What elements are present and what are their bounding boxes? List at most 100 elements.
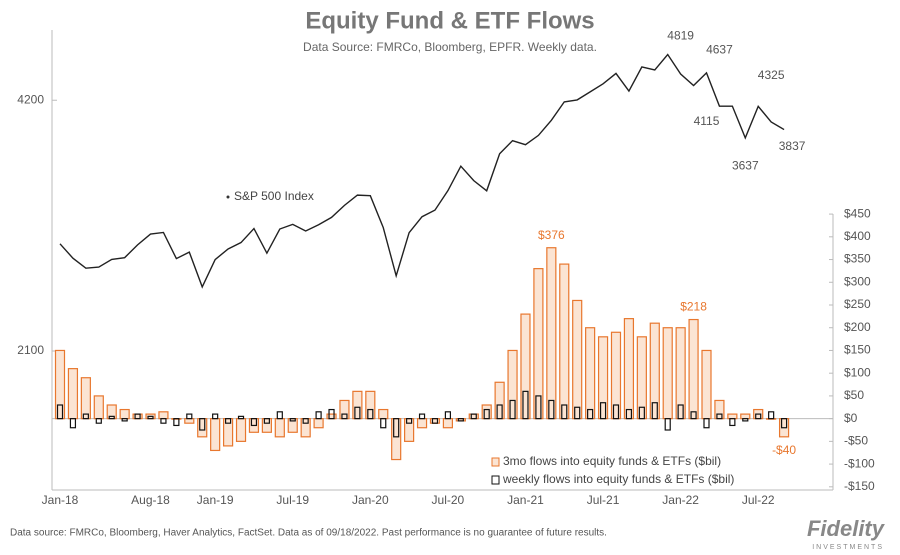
bar bbox=[742, 418, 749, 422]
bar bbox=[507, 349, 518, 420]
bar bbox=[649, 322, 660, 420]
bar bbox=[67, 368, 79, 420]
bar bbox=[768, 411, 775, 420]
bar bbox=[250, 418, 258, 427]
bar bbox=[572, 299, 583, 420]
logo: Fidelity bbox=[807, 516, 886, 541]
footnote: Data source: FMRCo, Bloomberg, Haver Ana… bbox=[10, 528, 607, 539]
legend-marker bbox=[491, 457, 500, 467]
bar bbox=[147, 415, 154, 420]
bar bbox=[352, 390, 363, 420]
bar bbox=[610, 331, 622, 420]
bar bbox=[313, 418, 324, 429]
annotation: 3837 bbox=[779, 139, 806, 153]
bar bbox=[354, 406, 361, 420]
bar bbox=[468, 413, 479, 420]
bar bbox=[276, 411, 283, 420]
x-tick-label: Jan-20 bbox=[352, 493, 389, 507]
bar bbox=[755, 413, 762, 420]
bar bbox=[587, 408, 594, 420]
y-tick-label: 4200 bbox=[17, 92, 44, 106]
y2-tick-label: $300 bbox=[844, 274, 871, 288]
y2-tick-label: $450 bbox=[844, 206, 871, 220]
legend-label: weekly flows into equity funds & ETFs ($… bbox=[502, 472, 734, 486]
logo-sub: INVESTMENTS bbox=[812, 544, 884, 551]
bar bbox=[444, 411, 451, 420]
bar bbox=[625, 408, 633, 420]
bar bbox=[636, 336, 647, 420]
bar bbox=[199, 418, 206, 431]
x-tick-label: Jan-21 bbox=[507, 493, 544, 507]
bar bbox=[406, 418, 413, 424]
y2-tick-label: $350 bbox=[844, 252, 871, 266]
bar bbox=[261, 418, 272, 433]
bar bbox=[662, 327, 673, 420]
bar bbox=[300, 418, 311, 438]
bar bbox=[326, 413, 337, 420]
bar bbox=[548, 399, 555, 420]
bar bbox=[509, 399, 516, 420]
bar bbox=[638, 406, 645, 420]
bar bbox=[483, 408, 490, 420]
bar bbox=[186, 413, 193, 420]
bar bbox=[224, 418, 232, 424]
y2-tick-label: $50 bbox=[844, 388, 864, 402]
bar bbox=[546, 247, 557, 420]
bar bbox=[54, 349, 66, 420]
y2-tick-label: $200 bbox=[844, 320, 871, 334]
x-tick-label: Jan-22 bbox=[662, 493, 699, 507]
bar bbox=[339, 399, 350, 420]
y2-tick-label: -$50 bbox=[844, 434, 868, 448]
y2-tick-label: -$100 bbox=[844, 456, 875, 470]
bar bbox=[160, 418, 167, 424]
bar bbox=[716, 413, 723, 420]
bar bbox=[599, 402, 607, 420]
y2-tick-label: $400 bbox=[844, 229, 871, 243]
bar bbox=[574, 406, 581, 420]
annotation: 4325 bbox=[758, 68, 785, 82]
bar bbox=[315, 411, 322, 420]
bar bbox=[80, 377, 91, 420]
legend-marker bbox=[491, 475, 500, 485]
bar bbox=[210, 418, 221, 452]
bar bbox=[134, 413, 141, 420]
bar bbox=[703, 418, 710, 429]
bar bbox=[393, 418, 400, 438]
bar bbox=[378, 408, 389, 420]
bar bbox=[729, 418, 736, 427]
bar bbox=[404, 418, 415, 442]
bar bbox=[391, 418, 402, 461]
annotation: 4115 bbox=[694, 114, 720, 128]
bar bbox=[651, 402, 658, 420]
chart-title: Equity Fund & ETF Flows bbox=[305, 7, 594, 34]
data-label: -$40 bbox=[772, 443, 796, 457]
bar bbox=[82, 413, 89, 420]
bar bbox=[302, 418, 309, 424]
bar bbox=[688, 318, 699, 420]
bar bbox=[274, 418, 285, 438]
bar bbox=[173, 418, 180, 427]
bar bbox=[535, 395, 542, 420]
bar bbox=[56, 404, 64, 420]
y2-tick-label: -$150 bbox=[844, 479, 875, 493]
bar bbox=[184, 418, 195, 424]
bar bbox=[740, 413, 751, 420]
bar bbox=[431, 418, 439, 424]
chart-subtitle: Data Source: FMRCo, Bloomberg, EPFR. Wee… bbox=[303, 40, 597, 54]
annotation: 4819 bbox=[667, 29, 694, 43]
data-label: $376 bbox=[538, 228, 565, 242]
bar bbox=[108, 415, 115, 420]
bar bbox=[237, 415, 245, 420]
bar bbox=[664, 418, 671, 431]
bar bbox=[235, 418, 247, 442]
x-tick-label: Jan-18 bbox=[42, 493, 79, 507]
bar bbox=[520, 313, 531, 420]
legend-label: 3mo flows into equity funds & ETFs ($bil… bbox=[503, 454, 721, 468]
y-tick-label: 2100 bbox=[17, 343, 44, 357]
bar bbox=[380, 418, 387, 429]
bar bbox=[416, 418, 428, 429]
x-tick-label: Aug-18 bbox=[131, 493, 170, 507]
annotation: 4637 bbox=[706, 43, 733, 57]
bar bbox=[559, 263, 570, 420]
y2-tick-label: $100 bbox=[844, 365, 871, 379]
